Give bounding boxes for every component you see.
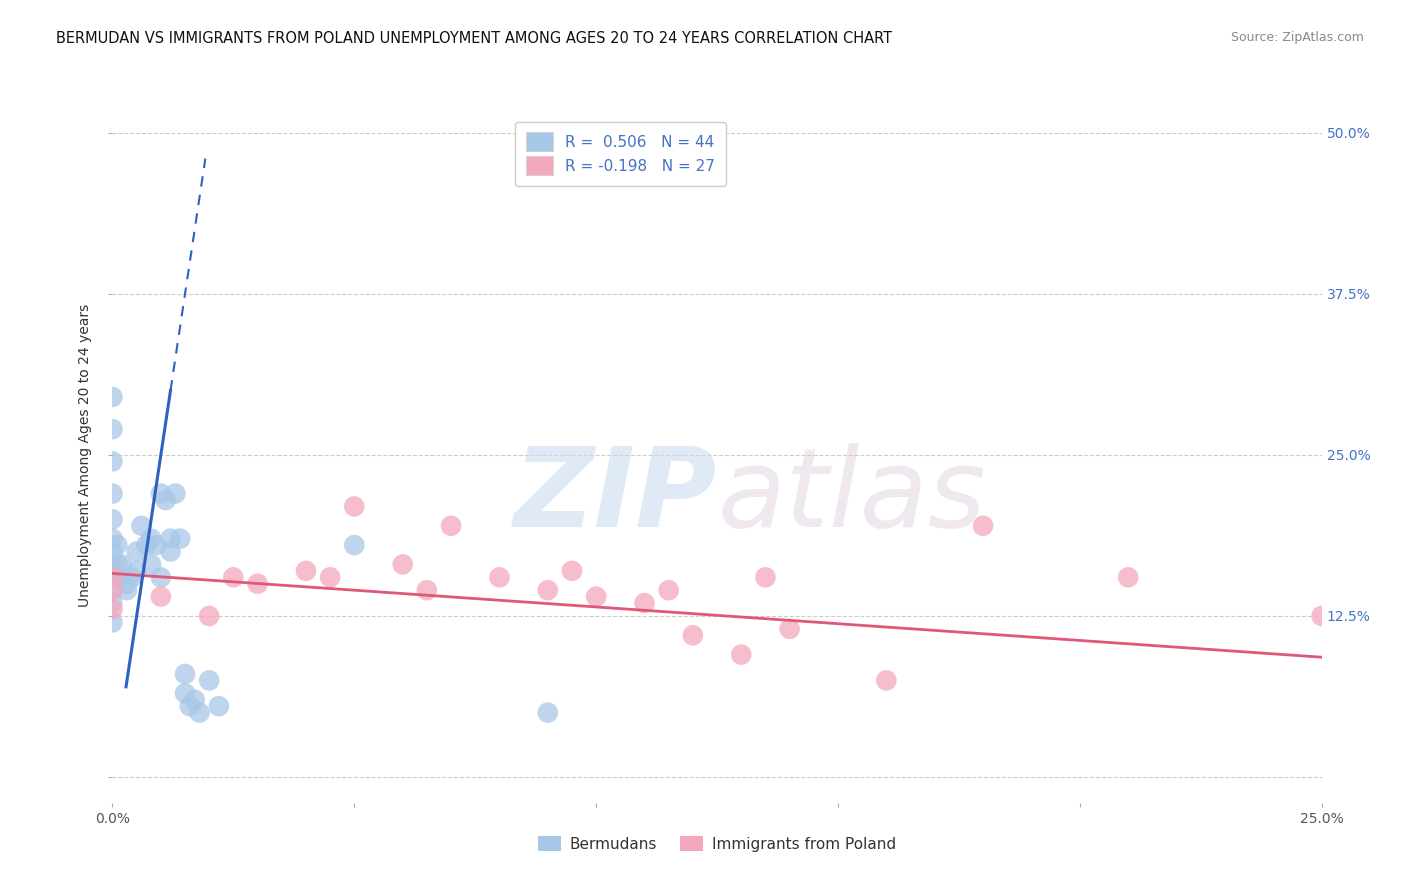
Point (208, 699, 231, 714)
Point (174, 667, 197, 681)
Point (105, 558, 128, 572)
Point (101, 570, 124, 584)
Point (682, 628, 704, 642)
Point (198, 673, 221, 688)
Point (155, 493, 177, 508)
Point (179, 699, 201, 714)
Point (101, 454, 124, 468)
Point (779, 622, 801, 636)
Point (159, 544, 181, 558)
Point (149, 590, 172, 604)
Point (319, 570, 342, 584)
Point (125, 564, 148, 578)
Legend: Bermudans, Immigrants from Poland: Bermudans, Immigrants from Poland (531, 830, 903, 858)
Point (343, 538, 366, 552)
Point (101, 512, 124, 526)
Point (141, 558, 163, 572)
Point (101, 390, 124, 404)
Point (101, 544, 124, 558)
Text: ZIP: ZIP (513, 443, 717, 550)
Point (875, 673, 897, 688)
Point (131, 518, 153, 533)
Point (141, 532, 163, 546)
Point (149, 486, 172, 500)
Point (105, 538, 128, 552)
Point (585, 590, 607, 604)
Point (391, 558, 413, 572)
Point (169, 532, 191, 546)
Point (101, 486, 124, 500)
Point (111, 570, 134, 584)
Point (416, 583, 439, 598)
Point (111, 558, 134, 572)
Point (174, 686, 197, 700)
Point (115, 576, 138, 591)
Point (537, 706, 560, 720)
Text: atlas: atlas (717, 443, 986, 550)
Point (101, 422, 124, 436)
Point (561, 564, 583, 578)
Point (121, 570, 143, 584)
Point (488, 570, 510, 584)
Point (537, 583, 560, 598)
Point (343, 500, 366, 514)
Point (135, 538, 157, 552)
Point (101, 570, 124, 584)
Point (440, 518, 463, 533)
Point (145, 538, 167, 552)
Point (246, 576, 269, 591)
Point (125, 544, 148, 558)
Point (101, 583, 124, 598)
Point (101, 558, 124, 572)
Point (188, 706, 211, 720)
Point (730, 648, 752, 662)
Point (101, 615, 124, 630)
Point (198, 609, 221, 624)
Point (115, 583, 138, 598)
Y-axis label: Unemployment Among Ages 20 to 24 years: Unemployment Among Ages 20 to 24 years (79, 303, 93, 607)
Point (295, 564, 318, 578)
Point (1116, 570, 1139, 584)
Point (633, 158, 655, 172)
Point (754, 570, 776, 584)
Text: BERMUDAN VS IMMIGRANTS FROM POLAND UNEMPLOYMENT AMONG AGES 20 TO 24 YEARS CORREL: BERMUDAN VS IMMIGRANTS FROM POLAND UNEMP… (56, 31, 893, 46)
Point (1310, 609, 1333, 624)
Point (633, 596, 655, 610)
Point (159, 532, 181, 546)
Point (149, 570, 172, 584)
Point (658, 583, 681, 598)
Point (972, 518, 994, 533)
Point (101, 602, 124, 616)
Point (101, 583, 124, 598)
Text: Source: ZipAtlas.com: Source: ZipAtlas.com (1230, 31, 1364, 45)
Point (183, 692, 205, 706)
Point (165, 486, 187, 500)
Point (105, 570, 128, 584)
Point (101, 596, 124, 610)
Point (222, 570, 245, 584)
Point (101, 532, 124, 546)
